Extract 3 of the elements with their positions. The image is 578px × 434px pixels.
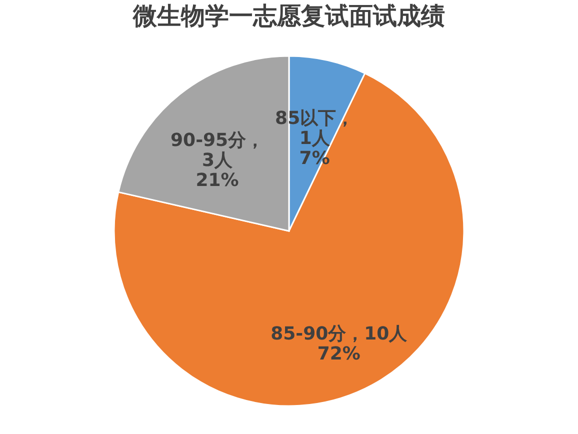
chart-title: 微生物学一志愿复试面试成绩 [132, 2, 445, 30]
slice-label: 85-90分，10人 72% [270, 324, 408, 365]
slice-label: 90-95分， 3人 21% [170, 130, 264, 192]
